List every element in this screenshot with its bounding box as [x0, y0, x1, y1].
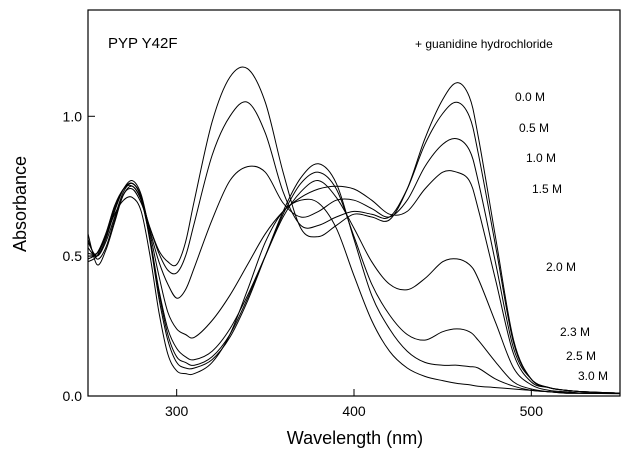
plot-frame	[87, 9, 621, 397]
y-tick-label: 0.0	[63, 388, 83, 404]
x-axis-title: Wavelength (nm)	[287, 428, 423, 448]
series-label: 2.3 M	[560, 325, 590, 339]
series-line-1	[87, 101, 621, 394]
y-axis-title: Absorbance	[10, 156, 30, 252]
x-tick-label: 400	[342, 403, 366, 419]
series-label: 1.0 M	[526, 151, 556, 165]
y-tick-label: 0.5	[63, 248, 83, 264]
series-label: 2.5 M	[566, 349, 596, 363]
y-tick-label: 1.0	[63, 108, 83, 124]
series-lines	[87, 66, 621, 395]
series-line-0	[87, 66, 621, 394]
series-label: 0.5 M	[519, 121, 549, 135]
annotation-text: + guanidine hydrochloride	[415, 37, 553, 51]
series-label: 3.0 M	[578, 369, 608, 383]
x-tick-label: 300	[165, 403, 189, 419]
series-line-7	[87, 196, 621, 395]
x-tick-label: 500	[520, 403, 544, 419]
series-labels: 0.0 M 0.5 M 1.0 M 1.5 M 2.0 M 2.3 M 2.5 M 3.0 M	[515, 90, 608, 383]
series-line-3	[87, 170, 621, 394]
axis-ticks: 300 400 500 0.0 0.5 1.0	[63, 108, 544, 419]
series-line-6	[87, 163, 620, 394]
series-label: 2.0 M	[546, 260, 576, 274]
series-label: 0.0 M	[515, 90, 545, 104]
series-label: 1.5 M	[532, 182, 562, 196]
series-line-4	[87, 180, 621, 394]
chart-title: PYP Y42F	[108, 35, 178, 52]
series-line-5	[87, 171, 620, 394]
